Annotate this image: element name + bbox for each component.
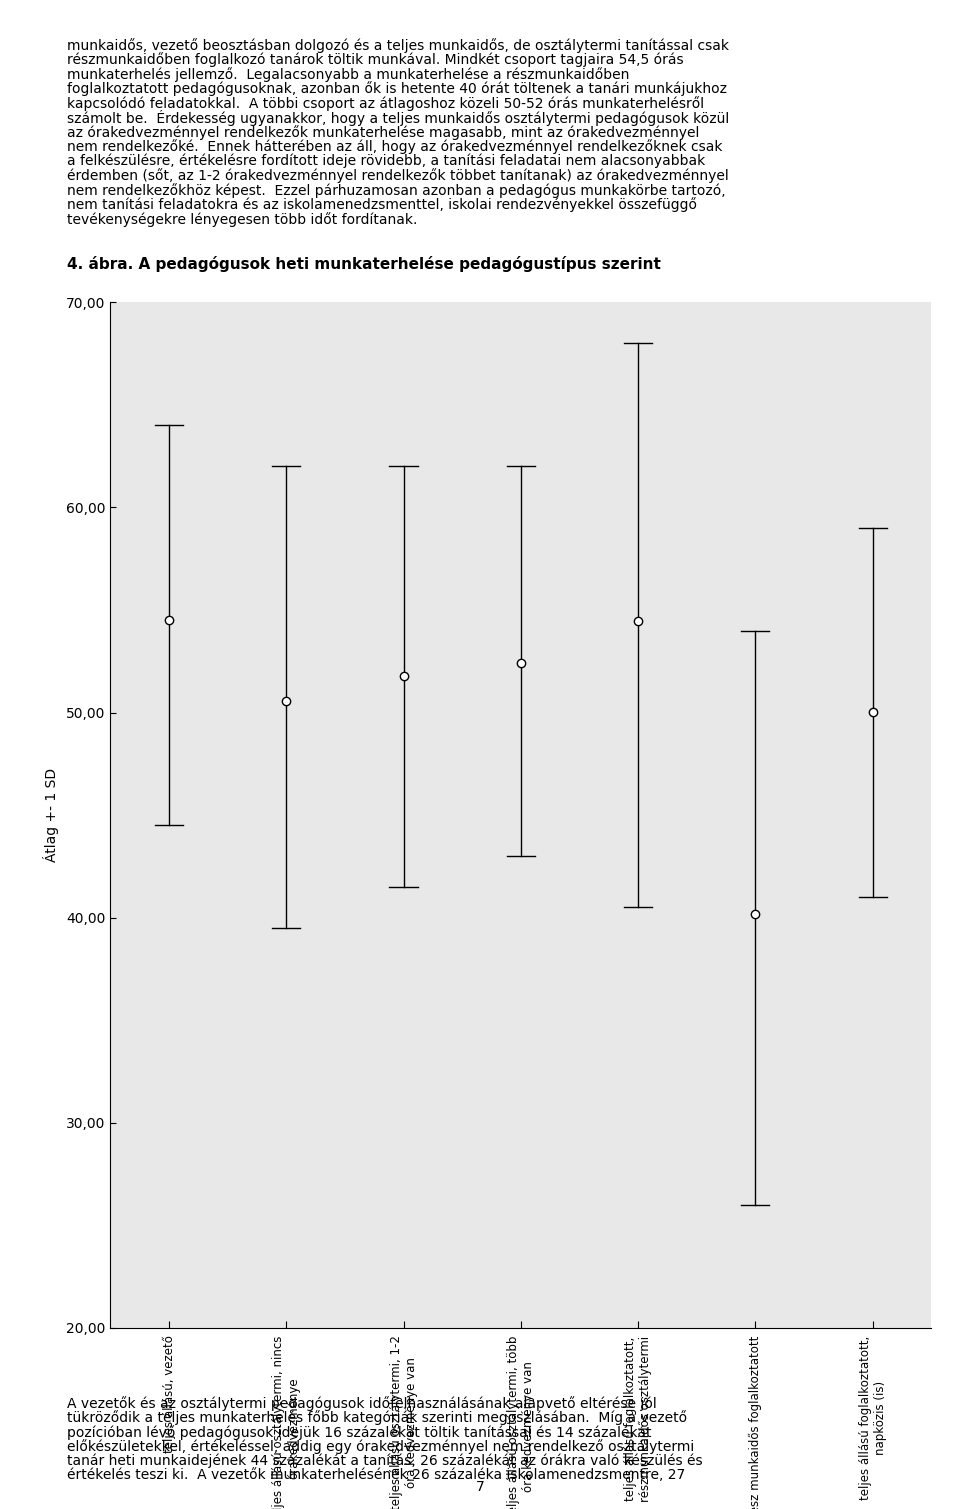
Text: teljes állású osztálytermi, több
óra kedvezménye van: teljes állású osztálytermi, több óra ked… bbox=[507, 1335, 535, 1509]
Text: részmunkaidőben foglalkozó tanárok töltik munkával. Mindkét csoport tagjaira 54,: részmunkaidőben foglalkozó tanárok tölti… bbox=[67, 53, 684, 66]
Text: munkaidős, vezető beosztásban dolgozó és a teljes munkaidős, de osztálytermi tan: munkaidős, vezető beosztásban dolgozó és… bbox=[67, 38, 730, 53]
Text: tükröződik a teljes munkaterhelés főbb kategóriák szerinti megoszlásában.  Míg a: tükröződik a teljes munkaterhelés főbb k… bbox=[67, 1411, 687, 1424]
Text: érdemben (sőt, az 1-2 órakedvezménnyel rendelkezők többet tanítanak) az órakedve: érdemben (sőt, az 1-2 órakedvezménnyel r… bbox=[67, 167, 729, 183]
Text: számolt be.  Érdekesség ugyanakkor, hogy a teljes munkaidős osztálytermi pedagóg: számolt be. Érdekesség ugyanakkor, hogy … bbox=[67, 110, 730, 127]
Text: teljes állású foglalkoztatott,
részmunkaidős osztálytermi: teljes állású foglalkoztatott, részmunka… bbox=[624, 1335, 652, 1501]
Text: teljes állású osztálytermi, nincs
órakedvezménye: teljes állású osztálytermi, nincs óraked… bbox=[273, 1335, 300, 1509]
Text: foglalkoztatott pedagógusoknak, azonban ők is hetente 40 órát töltenek a tanári : foglalkoztatott pedagógusoknak, azonban … bbox=[67, 81, 728, 97]
Text: a felkészülésre, értékelésre fordított ideje rövidebb, a tanítási feladatai nem : a felkészülésre, értékelésre fordított i… bbox=[67, 154, 706, 167]
Text: teljes állású, vezető: teljes állású, vezető bbox=[162, 1335, 176, 1453]
Text: tanár heti munkaidejének 44 százalékát a tanítás, 26 százalékát az órákra való k: tanár heti munkaidejének 44 százalékát a… bbox=[67, 1453, 703, 1468]
Text: nem rendelkezőkhöz képest.  Ezzel párhuzamosan azonban a pedagógus munkakörbe ta: nem rendelkezőkhöz képest. Ezzel párhuza… bbox=[67, 183, 726, 198]
Text: értékelés teszi ki.  A vezetők munkaterhelésének 26 százaléka iskolamenedzsmentr: értékelés teszi ki. A vezetők munkaterhe… bbox=[67, 1468, 685, 1482]
Text: teljes állású foglalkoztatott,
napközis (is): teljes állású foglalkoztatott, napközis … bbox=[858, 1335, 887, 1500]
Text: pozícióban lévő pedagógusok idejük 16 százalékát töltik tanítással és 14 százalé: pozícióban lévő pedagógusok idejük 16 sz… bbox=[67, 1424, 652, 1440]
Text: rész munkaidős foglalkoztatott: rész munkaidős foglalkoztatott bbox=[749, 1335, 762, 1509]
Text: 4. ábra. A pedagógusok heti munkaterhelése pedagógustípus szerint: 4. ábra. A pedagógusok heti munkaterhelé… bbox=[67, 257, 661, 272]
Text: előkészületekkel, értékeléssel, addig egy órakedvezménnyel nem rendelkező osztál: előkészületekkel, értékeléssel, addig eg… bbox=[67, 1440, 694, 1455]
Y-axis label: Átlag +- 1 SD: Átlag +- 1 SD bbox=[43, 768, 60, 862]
Text: nem rendelkezőké.  Ennek hátterében az áll, hogy az órakedvezménnyel rendelkezők: nem rendelkezőké. Ennek hátterében az ál… bbox=[67, 139, 723, 154]
Text: kapcsolódó feladatokkal.  A többi csoport az átlagoshoz közeli 50-52 órás munkat: kapcsolódó feladatokkal. A többi csoport… bbox=[67, 95, 705, 110]
Text: munkaterhelés jellemző.  Legalacsonyabb a munkaterhelése a részmunkaidőben: munkaterhelés jellemző. Legalacsonyabb a… bbox=[67, 66, 630, 81]
Text: teljes állású osztálytermi, 1-2
óra kedvezménye van: teljes állású osztálytermi, 1-2 óra kedv… bbox=[390, 1335, 418, 1509]
Text: az órakedvezménnyel rendelkezők munkaterhelése magasabb, mint az órakedvezménnye: az órakedvezménnyel rendelkezők munkater… bbox=[67, 125, 700, 139]
Text: nem tanítási feladatokra és az iskolamenedzsmenttel, iskolai rendezvényekkel öss: nem tanítási feladatokra és az iskolamen… bbox=[67, 198, 697, 213]
Text: tevékenységekre lényegesen több időt fordítanak.: tevékenységekre lényegesen több időt for… bbox=[67, 211, 418, 226]
Text: 7: 7 bbox=[475, 1480, 485, 1494]
Text: A vezetők és az osztálytermi pedagógusok időfelhasználásának alapvető eltérése j: A vezetők és az osztálytermi pedagógusok… bbox=[67, 1396, 657, 1411]
